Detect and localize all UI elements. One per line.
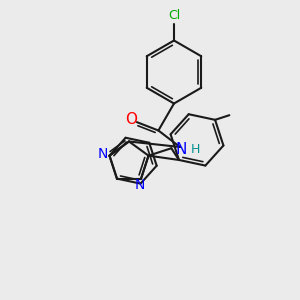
- Text: O: O: [125, 112, 137, 127]
- Text: N: N: [134, 178, 145, 192]
- Text: N: N: [176, 142, 187, 158]
- Text: N: N: [98, 147, 108, 161]
- Text: H: H: [191, 142, 200, 156]
- Text: Cl: Cl: [168, 10, 180, 22]
